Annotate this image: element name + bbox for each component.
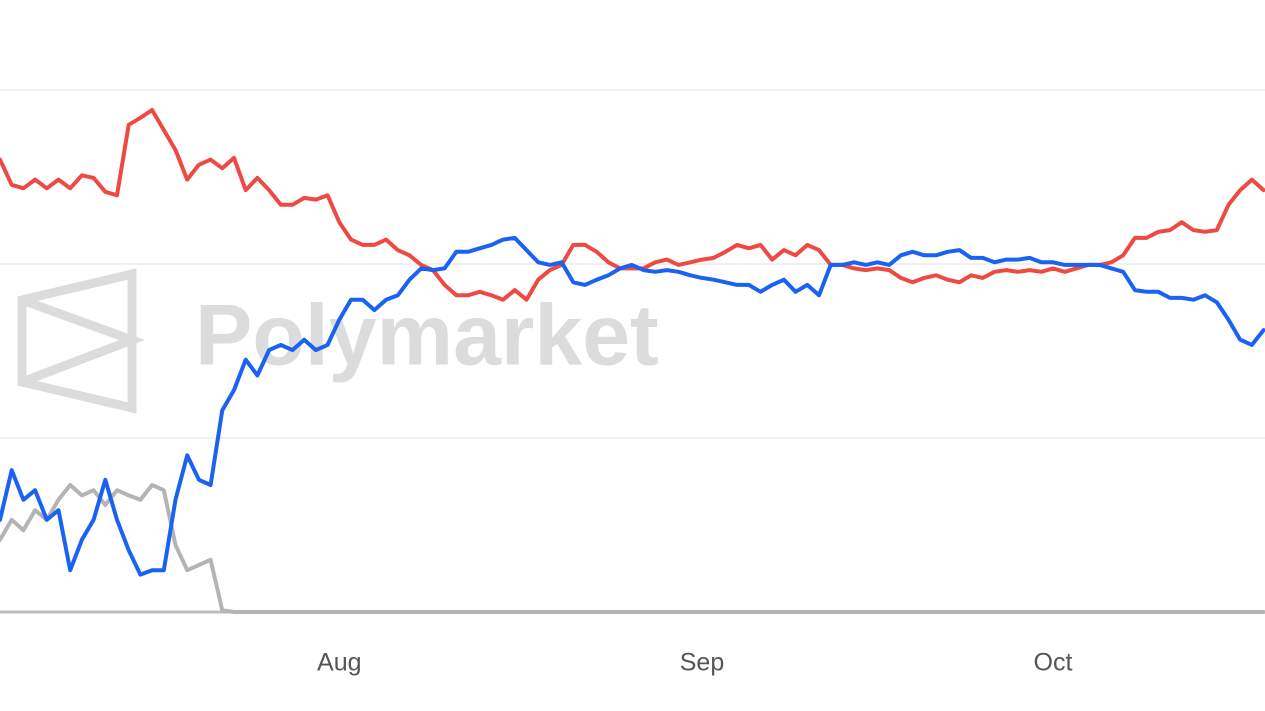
logo-shape [17, 268, 145, 414]
x-tick-label: Sep [680, 649, 724, 677]
x-tick-label: Aug [317, 649, 361, 677]
series-line [0, 108, 1265, 302]
series-line [0, 235, 1265, 577]
x-tick-label: Oct [1034, 649, 1073, 677]
series-line [0, 483, 1265, 614]
watermark-text: Polymarket [195, 288, 659, 384]
lines [0, 108, 1265, 614]
x-axis: Aug Sep Oct [317, 649, 1072, 677]
watermark-logo [17, 268, 145, 414]
